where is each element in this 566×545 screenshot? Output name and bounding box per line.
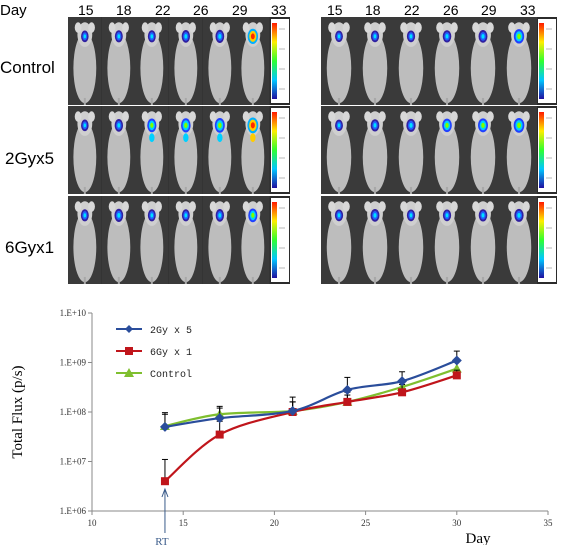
mouse-image — [68, 17, 102, 105]
legend-marker — [125, 347, 133, 355]
y-axis-title: Total Flux (p/s) — [10, 365, 26, 458]
x-tick-label: 10 — [88, 518, 98, 528]
day-header-right-33: 33 — [520, 2, 536, 18]
imaging-panel-right-row1 — [321, 17, 557, 105]
imaging-panel-left-row1 — [68, 17, 290, 105]
day-header-label: Day — [0, 2, 27, 19]
mouse-image — [321, 17, 357, 105]
data-point — [287, 405, 298, 416]
mouse-image — [465, 106, 501, 194]
mouse-image — [321, 106, 357, 194]
mouse-image — [202, 196, 237, 284]
mouse-image — [202, 106, 237, 194]
legend-label: 2Gy x 5 — [150, 326, 192, 337]
color-scale-bar — [538, 198, 556, 282]
total-flux-chart: 1.E+06 1.E+07 1.E+08 1.E+09 1.E+10 10 15 20 25 30… — [10, 308, 554, 545]
day-header-right-18: 18 — [365, 2, 381, 18]
imaging-panel-right-row2 — [321, 106, 557, 194]
series-line-1 — [164, 374, 458, 483]
mouse-image — [68, 196, 102, 284]
x-tick-label: 30 — [452, 518, 462, 528]
y-tick-label: 1.E+08 — [60, 407, 87, 417]
day-header-left-26: 26 — [193, 2, 209, 18]
imaging-panel-right-row3 — [321, 196, 557, 284]
legend-label: 6Gy x 1 — [150, 348, 192, 359]
mouse-image — [501, 106, 537, 194]
row-label-6gyx1: 6Gyx1 — [5, 238, 55, 257]
mouse-image — [135, 196, 169, 284]
mouse-image — [357, 17, 393, 105]
data-point — [160, 477, 169, 486]
imaging-panel-left-row2 — [68, 106, 290, 194]
mouse-image — [202, 17, 237, 105]
legend-marker — [125, 325, 133, 333]
mouse-image — [393, 106, 429, 194]
row-label-2gyx5: 2Gyx5 — [5, 149, 55, 168]
color-scale-bar — [271, 108, 289, 192]
mouse-image — [501, 196, 537, 284]
mouse-image — [169, 196, 203, 284]
day-header-left-33: 33 — [271, 2, 287, 18]
mouse-image — [429, 196, 465, 284]
mouse-image — [169, 17, 203, 105]
x-tick-label: 35 — [544, 518, 554, 528]
rt-arrow-head — [161, 487, 169, 498]
data-point — [452, 371, 461, 380]
color-scale-bar — [271, 19, 289, 103]
mouse-image — [236, 196, 270, 284]
mouse-image — [101, 17, 136, 105]
day-header-right-15: 15 — [327, 2, 343, 18]
mouse-image — [135, 106, 169, 194]
data-point — [397, 376, 408, 387]
y-tick-label: 1.E+07 — [60, 457, 87, 467]
color-scale-bar — [271, 198, 289, 282]
legend-label: Control — [150, 369, 192, 381]
rt-annotation: RT — [155, 536, 169, 545]
legend-marker — [124, 368, 134, 377]
mouse-image — [501, 17, 537, 105]
mouse-image — [135, 17, 169, 105]
row-label-control: Control — [0, 58, 55, 77]
mouse-image — [357, 196, 393, 284]
mouse-image — [236, 106, 270, 194]
mouse-image — [429, 17, 465, 105]
day-header-right-29: 29 — [481, 2, 497, 18]
mouse-image — [465, 17, 501, 105]
mouse-image — [393, 17, 429, 105]
day-header-right-26: 26 — [443, 2, 459, 18]
day-header-left-15: 15 — [78, 2, 94, 18]
color-scale-bar — [538, 19, 556, 103]
x-axis-title: Day — [466, 531, 491, 545]
mouse-image — [321, 196, 357, 284]
data-point — [343, 397, 352, 406]
mouse-image — [101, 196, 136, 284]
day-header-right-22: 22 — [404, 2, 420, 18]
color-scale-bar — [538, 108, 556, 192]
mouse-image — [357, 106, 393, 194]
mouse-image — [68, 106, 102, 194]
data-point — [342, 384, 353, 395]
mouse-image — [429, 106, 465, 194]
data-point — [214, 413, 225, 424]
day-header-left-18: 18 — [116, 2, 132, 18]
data-point — [398, 388, 407, 397]
day-header-left-29: 29 — [232, 2, 248, 18]
x-tick-label: 20 — [270, 518, 280, 528]
imaging-panel-left-row3 — [68, 196, 290, 284]
data-point — [159, 421, 170, 432]
mouse-image — [393, 196, 429, 284]
x-tick-label: 15 — [179, 518, 189, 528]
mouse-image — [465, 196, 501, 284]
mouse-image — [169, 106, 203, 194]
mouse-image — [236, 17, 270, 105]
day-header-left-22: 22 — [155, 2, 171, 18]
mouse-image — [101, 106, 136, 194]
y-tick-label: 1.E+09 — [60, 358, 87, 368]
x-tick-label: 25 — [361, 518, 371, 528]
data-point — [215, 430, 224, 439]
data-point — [451, 355, 462, 366]
y-tick-label: 1.E+06 — [60, 506, 87, 516]
y-tick-label: 1.E+10 — [60, 308, 87, 318]
